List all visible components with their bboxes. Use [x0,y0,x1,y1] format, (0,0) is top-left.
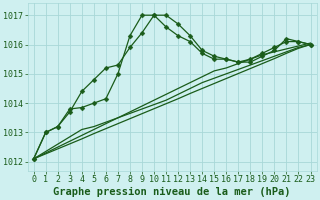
X-axis label: Graphe pression niveau de la mer (hPa): Graphe pression niveau de la mer (hPa) [53,186,291,197]
